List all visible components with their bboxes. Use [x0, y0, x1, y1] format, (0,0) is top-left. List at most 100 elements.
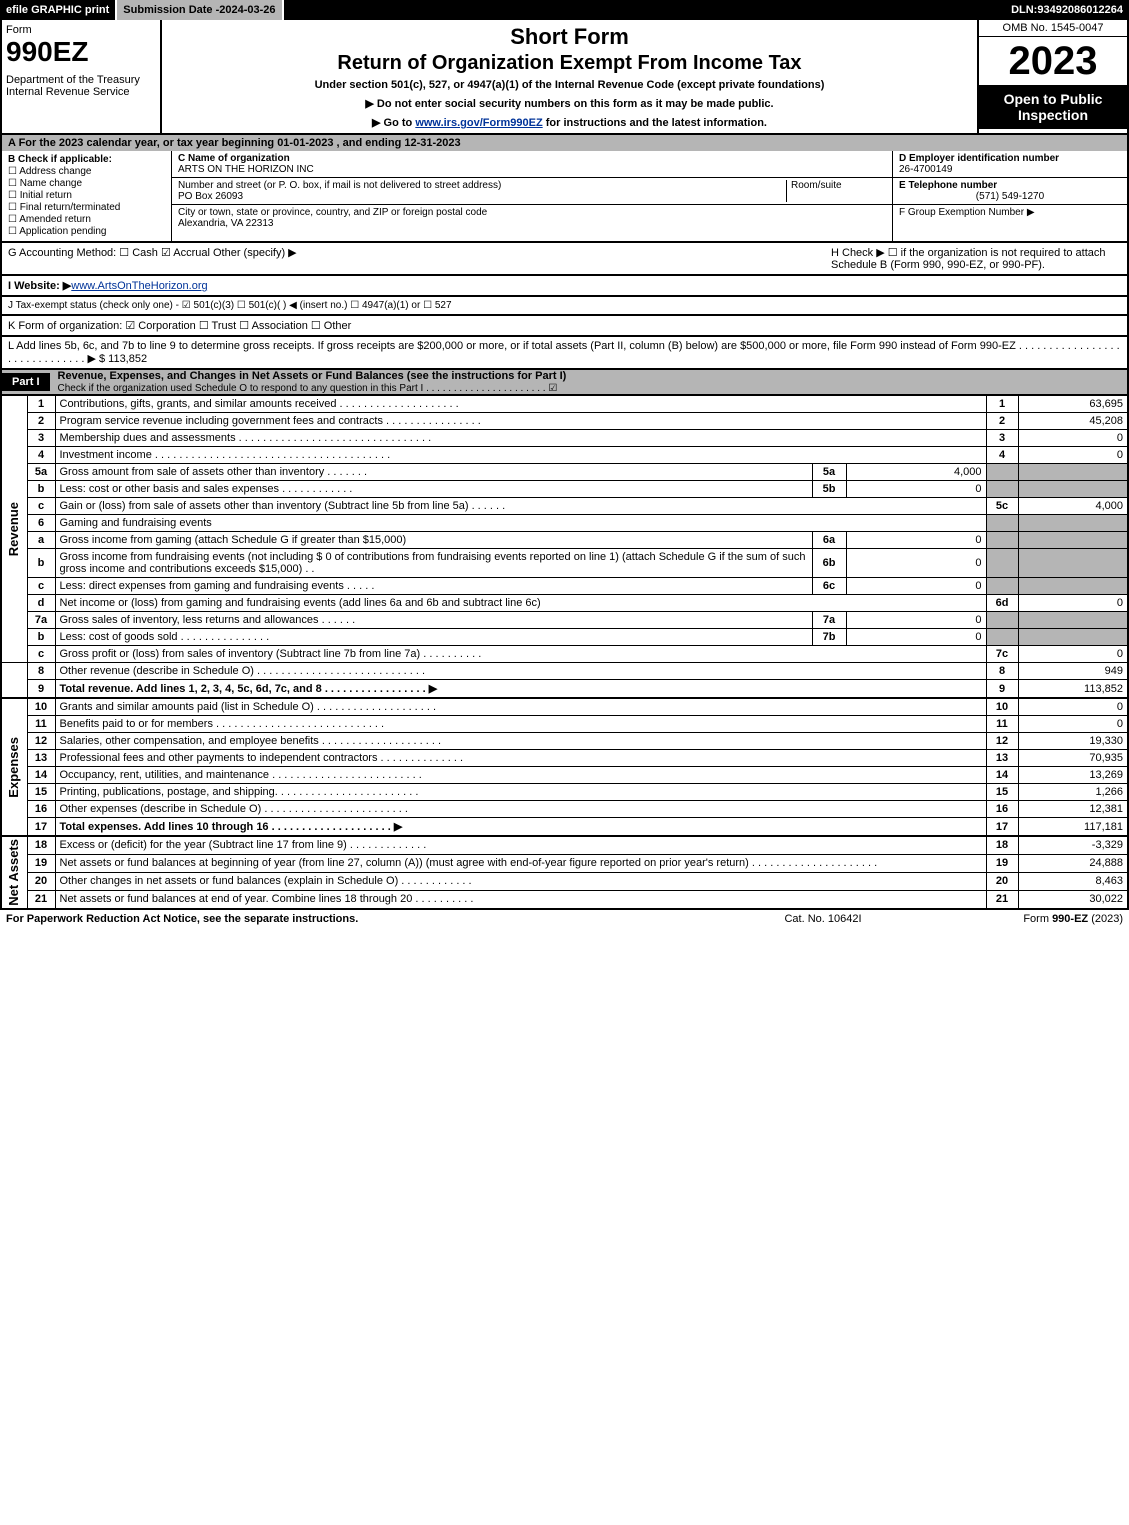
line-num: a [27, 532, 55, 549]
line-num: 16 [27, 801, 55, 818]
line-num: 2 [27, 413, 55, 430]
dln-label: DLN: [1011, 4, 1037, 16]
line-value: 8,463 [1018, 872, 1128, 890]
result-num: 8 [986, 663, 1018, 680]
line-num: d [27, 595, 55, 612]
line-value: 13,269 [1018, 767, 1128, 784]
line-desc: Gaming and fundraising events [55, 515, 986, 532]
line-k: K Form of organization: ☑ Corporation ☐ … [0, 316, 1129, 337]
chk-amended-return[interactable]: ☐ Amended return [8, 214, 165, 225]
shaded-cell [1018, 481, 1128, 498]
efile-print[interactable]: efile GRAPHIC print [0, 0, 117, 20]
section-c: C Name of organization ARTS ON THE HORIZ… [172, 151, 892, 241]
sub-num: 6b [812, 549, 846, 578]
line-value: 113,852 [1018, 680, 1128, 699]
shaded-cell [1018, 515, 1128, 532]
line-g-h: G Accounting Method: ☐ Cash ☑ Accrual Ot… [0, 243, 1129, 276]
line-desc: Gain or (loss) from sale of assets other… [55, 498, 986, 515]
expenses-table: Expenses 10Grants and similar amounts pa… [0, 699, 1129, 837]
chk-label: Initial return [20, 190, 72, 201]
part-1-title: Revenue, Expenses, and Changes in Net As… [50, 370, 1127, 394]
shaded-cell [1018, 612, 1128, 629]
irs-link[interactable]: www.irs.gov/Form990EZ [415, 117, 542, 129]
header-left: Form 990EZ Department of the Treasury In… [2, 20, 162, 133]
line-desc: Professional fees and other payments to … [55, 750, 986, 767]
line-num: 12 [27, 733, 55, 750]
shaded-cell [1018, 532, 1128, 549]
line-desc: Printing, publications, postage, and shi… [55, 784, 986, 801]
shaded-cell [986, 549, 1018, 578]
tel-row: E Telephone number(571) 549-1270 [893, 178, 1127, 205]
line-desc: Less: cost or other basis and sales expe… [55, 481, 812, 498]
line-num: 11 [27, 716, 55, 733]
line-value: 70,935 [1018, 750, 1128, 767]
line-num: 17 [27, 818, 55, 837]
ein-label: D Employer identification number [899, 153, 1059, 164]
footer-middle: Cat. No. 10642I [723, 913, 923, 925]
street-label: Number and street (or P. O. box, if mail… [178, 180, 501, 191]
line-num: c [27, 578, 55, 595]
page-footer: For Paperwork Reduction Act Notice, see … [0, 910, 1129, 928]
line-value: 45,208 [1018, 413, 1128, 430]
line-desc: Salaries, other compensation, and employ… [55, 733, 986, 750]
sub-num: 7b [812, 629, 846, 646]
line-value: 0 [1018, 716, 1128, 733]
part-1-header: Part I Revenue, Expenses, and Changes in… [0, 370, 1129, 396]
line-value: 19,330 [1018, 733, 1128, 750]
sub-value: 0 [846, 612, 986, 629]
line-desc: Investment income . . . . . . . . . . . … [55, 447, 986, 464]
line-desc: Net assets or fund balances at end of ye… [55, 890, 986, 908]
line-num: 7a [27, 612, 55, 629]
line-value: -3,329 [1018, 837, 1128, 854]
sub-value: 4,000 [846, 464, 986, 481]
result-num: 13 [986, 750, 1018, 767]
chk-initial-return[interactable]: ☐ Initial return [8, 190, 165, 201]
chk-application-pending[interactable]: ☐ Application pending [8, 226, 165, 237]
form-header: Form 990EZ Department of the Treasury In… [0, 20, 1129, 135]
line-value: 0 [1018, 595, 1128, 612]
line-value: 4,000 [1018, 498, 1128, 515]
omb-number: OMB No. 1545-0047 [979, 20, 1127, 37]
line-num: 9 [27, 680, 55, 699]
line-desc: Total expenses. Add lines 10 through 16 … [55, 818, 986, 837]
line-num: c [27, 646, 55, 663]
ein-value: 26-4700149 [899, 164, 952, 175]
sub-num: 7a [812, 612, 846, 629]
part-1-subtitle: Check if the organization used Schedule … [58, 383, 558, 394]
form-subtitle: Under section 501(c), 527, or 4947(a)(1)… [170, 79, 969, 91]
chk-final-return[interactable]: ☐ Final return/terminated [8, 202, 165, 213]
group-exemption-row: F Group Exemption Number ▶ [893, 205, 1127, 220]
b-header: B Check if applicable: [8, 154, 112, 165]
chk-name-change[interactable]: ☐ Name change [8, 178, 165, 189]
dln-value: 93492086012264 [1037, 4, 1123, 16]
net-assets-side-label: Net Assets [1, 837, 27, 909]
line-desc: Net assets or fund balances at beginning… [55, 854, 986, 872]
section-b: B Check if applicable: ☐ Address change … [2, 151, 172, 241]
line-value: 0 [1018, 646, 1128, 663]
chk-address-change[interactable]: ☐ Address change [8, 166, 165, 177]
form-label: Form [6, 24, 156, 36]
line-num: 21 [27, 890, 55, 908]
line-value: 12,381 [1018, 801, 1128, 818]
line-value: 0 [1018, 699, 1128, 716]
website-link[interactable]: www.ArtsOnTheHorizon.org [71, 280, 207, 292]
department: Department of the Treasury Internal Reve… [6, 74, 156, 98]
line-desc: Gross profit or (loss) from sales of inv… [55, 646, 986, 663]
result-num: 21 [986, 890, 1018, 908]
sub-date-label: Submission Date - [123, 4, 219, 16]
open-to-public: Open to Public Inspection [979, 85, 1127, 129]
street-row: Number and street (or P. O. box, if mail… [172, 178, 892, 205]
line-num: 1 [27, 396, 55, 413]
result-num: 6d [986, 595, 1018, 612]
line-value: 1,266 [1018, 784, 1128, 801]
line-num: 13 [27, 750, 55, 767]
line-num: 10 [27, 699, 55, 716]
line-num: 4 [27, 447, 55, 464]
part-1-title-text: Revenue, Expenses, and Changes in Net As… [58, 370, 567, 382]
line-num: 5a [27, 464, 55, 481]
line-l: L Add lines 5b, 6c, and 7b to line 9 to … [0, 337, 1129, 370]
sub-date-value: 2024-03-26 [219, 4, 275, 16]
line-desc: Gross sales of inventory, less returns a… [55, 612, 812, 629]
room-suite-label: Room/suite [786, 180, 886, 202]
shaded-cell [1018, 578, 1128, 595]
